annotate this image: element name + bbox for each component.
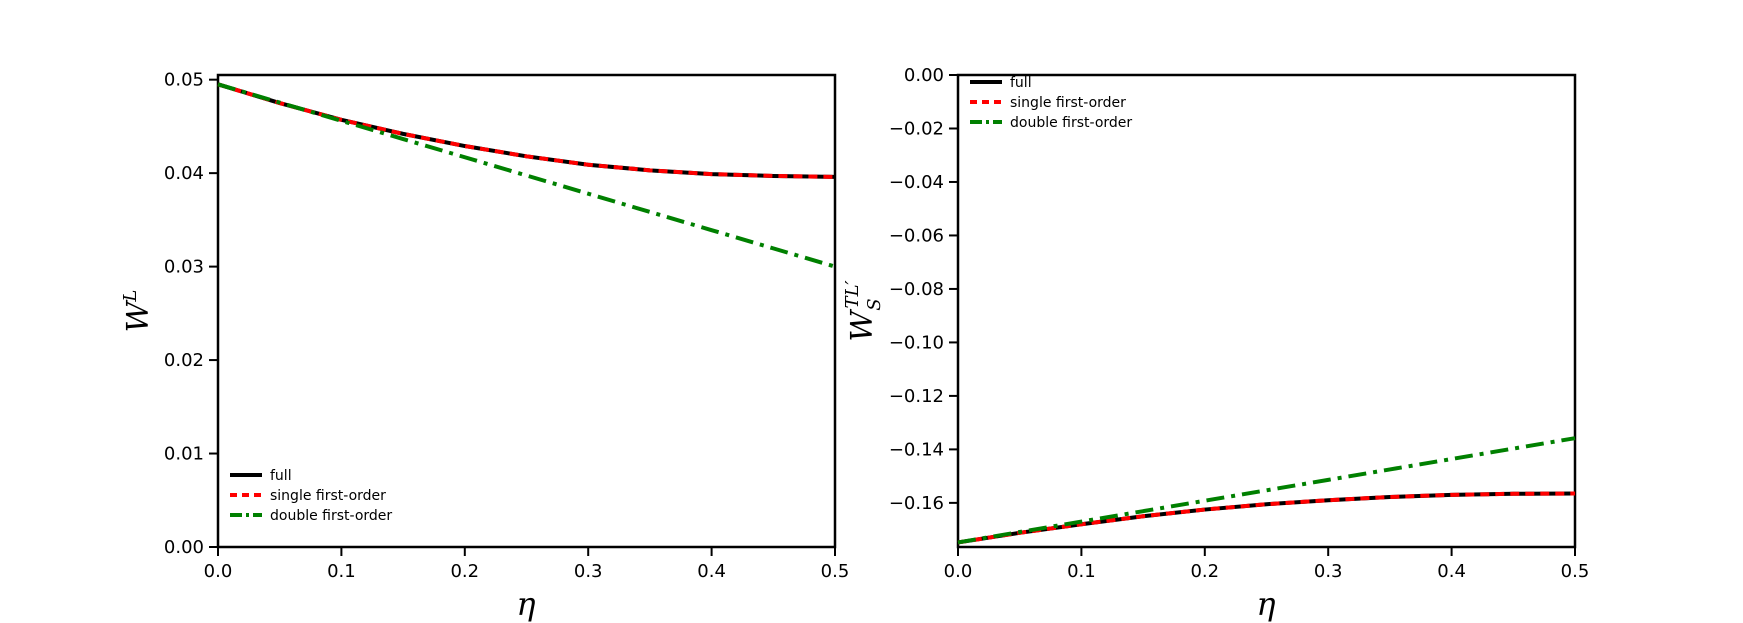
left-y-label-sup: L	[120, 290, 141, 303]
left-x-tick-label: 0.2	[450, 561, 479, 582]
right-x-tick-label: 0.2	[1190, 561, 1219, 582]
left-x-tick-label: 0.3	[574, 561, 603, 582]
left-x-tick-label: 0.1	[327, 561, 356, 582]
right-y-ticks: 0.00 −0.02 −0.04 −0.06 −0.08 −0.10 −0.12 −0.14 −…	[889, 65, 958, 514]
right-plot-frame	[956, 73, 1577, 549]
right-panel: 0.0 0.1 0.2 0.3 0.4 0.5 0.00 −0.02 −0.04 −0.06 −0…	[842, 65, 1589, 623]
left-x-tick-label: 0.5	[821, 561, 850, 582]
left-legend-label: single first-order	[270, 488, 386, 504]
left-legend: full single first-order double first-order	[230, 468, 392, 524]
right-series-line-1	[957, 491, 1576, 545]
left-y-tick-label: 0.04	[164, 163, 204, 184]
left-plot-frame	[216, 73, 837, 549]
right-x-tick-label: 0.1	[1067, 561, 1096, 582]
left-y-tick-label: 0.01	[164, 444, 204, 465]
right-series-line-2	[957, 491, 1576, 545]
right-y-label-sub: S	[864, 298, 885, 310]
left-x-ticks: 0.0 0.1 0.2 0.3 0.4 0.5	[204, 547, 850, 582]
right-x-tick-label: 0.3	[1314, 561, 1343, 582]
right-x-axis-label: η	[1256, 585, 1275, 623]
right-y-label-sup: TL′	[842, 280, 863, 308]
right-y-tick-label: −0.06	[889, 225, 944, 246]
right-x-tick-label: 0.5	[1561, 561, 1590, 582]
left-series-line-2	[217, 82, 836, 179]
left-y-tick-label: 0.00	[164, 537, 204, 558]
right-y-tick-label: −0.08	[889, 279, 944, 300]
left-legend-label: full	[270, 468, 292, 484]
left-x-tick-label: 0.4	[697, 561, 726, 582]
right-x-tick-label: 0.4	[1437, 561, 1466, 582]
right-legend-label: full	[1010, 75, 1032, 91]
left-panel: 0.0 0.1 0.2 0.3 0.4 0.5 0.000.010.020.030.040…	[120, 70, 849, 623]
right-y-tick-label: −0.04	[889, 172, 944, 193]
left-x-tick-label: 0.0	[204, 561, 233, 582]
right-x-tick-label: 0.0	[944, 561, 973, 582]
left-y-ticks: 0.00 0.01 0.02 0.03 0.04 0.05	[164, 70, 218, 558]
right-y-tick-label: −0.16	[889, 493, 944, 514]
left-y-axis-label: WL	[120, 290, 156, 333]
left-series-line-1	[217, 82, 836, 179]
right-y-label-base: W	[845, 309, 880, 342]
left-y-tick-label: 0.03	[164, 257, 204, 278]
left-legend-label: double first-order	[270, 508, 392, 524]
right-x-ticks: 0.0 0.1 0.2 0.3 0.4 0.5	[944, 547, 1590, 582]
right-y-tick-label: −0.02	[889, 118, 944, 139]
right-legend-label: single first-order	[1010, 95, 1126, 111]
right-y-tick-label: −0.10	[889, 332, 944, 353]
left-y-tick-label: 0.05	[164, 70, 204, 91]
right-y-tick-label: −0.12	[889, 386, 944, 407]
right-y-tick-label: 0.00	[904, 65, 944, 86]
right-legend-label: double first-order	[1010, 115, 1132, 131]
right-series-line-3	[957, 436, 1576, 545]
left-y-tick-label: 0.02	[164, 350, 204, 371]
left-x-axis-label: η	[516, 585, 535, 623]
left-series-layer	[217, 82, 836, 269]
right-y-tick-label: −0.14	[889, 439, 944, 460]
right-series-layer	[957, 436, 1576, 545]
right-y-axis-label: WSTL′	[842, 280, 885, 341]
right-legend: full single first-order double first-order	[970, 75, 1132, 131]
left-y-label-base: W	[121, 299, 156, 332]
